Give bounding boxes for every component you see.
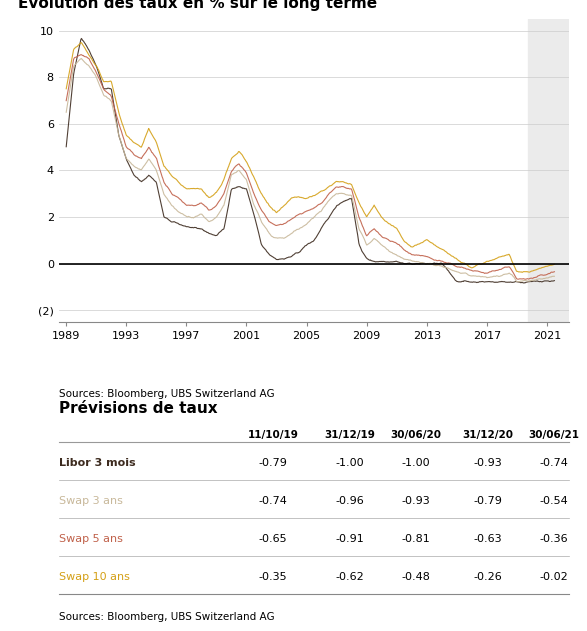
Text: Evolution des taux en % sur le long terme: Evolution des taux en % sur le long term…: [18, 0, 377, 11]
Text: -0.81: -0.81: [402, 534, 430, 545]
Text: -0.96: -0.96: [335, 496, 364, 506]
Text: -0.63: -0.63: [473, 534, 502, 545]
Text: Prévisions de taux: Prévisions de taux: [59, 401, 217, 416]
Text: -0.74: -0.74: [259, 496, 288, 506]
Text: 30/06/20: 30/06/20: [391, 430, 441, 440]
Text: -0.35: -0.35: [259, 572, 288, 582]
Text: -0.65: -0.65: [259, 534, 288, 545]
Text: Swap 10 ans: Swap 10 ans: [59, 572, 130, 582]
Text: -0.93: -0.93: [473, 458, 502, 468]
Text: Sources: Bloomberg, UBS Switzerland AG: Sources: Bloomberg, UBS Switzerland AG: [59, 612, 274, 622]
Text: -1.00: -1.00: [336, 458, 364, 468]
Text: Swap 3 ans: Swap 3 ans: [59, 496, 123, 506]
Text: -0.62: -0.62: [335, 572, 364, 582]
Text: -0.91: -0.91: [335, 534, 364, 545]
Text: -1.00: -1.00: [402, 458, 430, 468]
Text: 11/10/19: 11/10/19: [248, 430, 299, 440]
Text: -0.36: -0.36: [540, 534, 568, 545]
Text: Swap 5 ans: Swap 5 ans: [59, 534, 123, 545]
Text: -0.02: -0.02: [539, 572, 568, 582]
Text: -0.48: -0.48: [402, 572, 431, 582]
Text: -0.74: -0.74: [539, 458, 568, 468]
Text: Libor 3 mois: Libor 3 mois: [59, 458, 136, 468]
Text: 31/12/20: 31/12/20: [462, 430, 513, 440]
Text: 30/06/21: 30/06/21: [528, 430, 579, 440]
Text: -0.79: -0.79: [259, 458, 288, 468]
Text: Sources: Bloomberg, UBS Switzerland AG: Sources: Bloomberg, UBS Switzerland AG: [59, 389, 274, 399]
Text: -0.93: -0.93: [402, 496, 430, 506]
Bar: [528, 19, 569, 322]
Text: -0.79: -0.79: [473, 496, 502, 506]
Text: -0.26: -0.26: [473, 572, 502, 582]
Text: -0.54: -0.54: [539, 496, 568, 506]
Text: 31/12/19: 31/12/19: [325, 430, 375, 440]
